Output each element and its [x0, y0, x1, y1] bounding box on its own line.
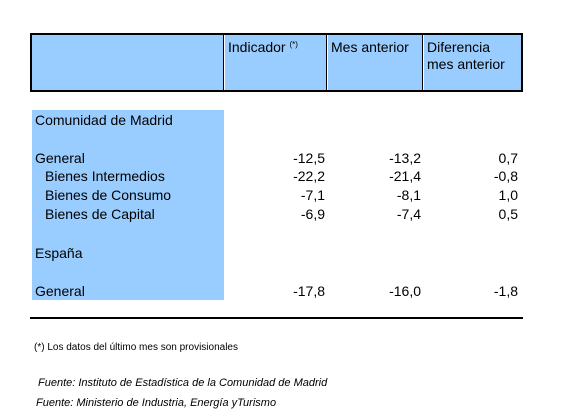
row-diferencia: -0,8: [493, 168, 518, 184]
header-divider-3: [326, 33, 327, 92]
row-mes-anterior: -7,4: [396, 206, 421, 222]
row-mes-anterior: -21,4: [389, 168, 421, 184]
footnote: (*) Los datos del último mes son provisi…: [34, 342, 238, 353]
row-diferencia: 0,5: [498, 206, 518, 222]
row-indicador: -17,8: [293, 283, 325, 299]
row-indicador: -12,5: [293, 150, 325, 166]
row-indicador: -7,1: [300, 187, 325, 203]
row-label: General: [35, 150, 85, 166]
source-line: Fuente: Instituto de Estadística de la C…: [38, 377, 328, 389]
row-label: Bienes de Consumo: [45, 187, 172, 203]
row-mes-anterior: -13,2: [389, 150, 421, 166]
section-title-espana: España: [35, 245, 83, 261]
header-indicador: Indicador (*): [228, 39, 298, 55]
section-title-madrid: Comunidad de Madrid: [35, 112, 173, 128]
row-label: Bienes de Capital: [45, 206, 155, 222]
row-label: Bienes Intermedios: [45, 168, 165, 184]
header-blank-cell: [32, 35, 223, 90]
row-label: General: [35, 283, 85, 299]
row-diferencia: -1,8: [493, 283, 518, 299]
row-mes-anterior: -16,0: [389, 283, 421, 299]
header-top-rule: [30, 33, 523, 35]
header-divider-1: [30, 33, 32, 92]
row-diferencia: 1,0: [498, 187, 518, 203]
row-mes-anterior: -8,1: [396, 187, 421, 203]
source-line: Fuente: Ministerio de Industria, Energía…: [36, 397, 277, 409]
label-column-fill: [32, 110, 224, 300]
header-divider-5: [521, 33, 523, 92]
row-diferencia: 0,7: [498, 150, 518, 166]
header-mes-anterior: Mes anterior: [331, 39, 409, 55]
header-diferencia-line1: Diferencia: [427, 39, 491, 55]
header-mes-anterior-cell: [328, 35, 422, 90]
header-divider-4: [422, 33, 423, 92]
row-indicador: -6,9: [300, 206, 325, 222]
header-diferencia-line2: mes anterior: [427, 56, 505, 72]
table-bottom-rule: [30, 317, 523, 319]
header-diferencia-cell: [424, 35, 521, 90]
header-bottom-rule: [30, 90, 523, 92]
header-indicador-cell: [225, 35, 326, 90]
row-indicador: -22,2: [293, 168, 325, 184]
header-divider-2: [223, 33, 224, 92]
